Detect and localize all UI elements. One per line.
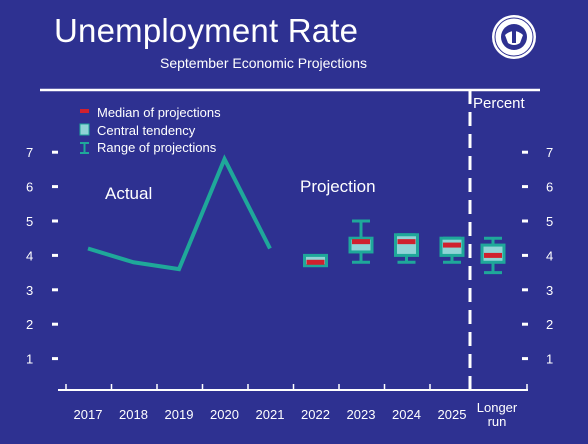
y-axis-left: 1 2 3 4 5 6 7 xyxy=(26,145,58,367)
y-tick-label-right-4: 4 xyxy=(546,248,553,263)
x-tick-label-2017: 2017 xyxy=(74,407,103,422)
y-tick-label-left-6: 6 xyxy=(26,180,33,195)
actual-series xyxy=(87,154,272,272)
legend-central-swatch xyxy=(79,123,90,136)
actual-line xyxy=(87,154,272,272)
x-tick-label-2022: 2022 xyxy=(301,407,330,422)
legend-median-swatch xyxy=(80,109,89,113)
y-axis-right: 1 2 3 4 5 6 7 xyxy=(522,145,553,367)
x-tick-label-2020: 2020 xyxy=(210,407,239,422)
legend-range-swatch xyxy=(80,142,89,154)
x-tick-label-2023: 2023 xyxy=(347,407,376,422)
legend: Median of projections Central tendency R… xyxy=(79,105,221,155)
projection-longer-run xyxy=(480,236,506,275)
y-tick-label-left-5: 5 xyxy=(26,214,33,229)
y-tick-label-right-1: 1 xyxy=(546,352,553,367)
y-tick-label-left-1: 1 xyxy=(26,352,33,367)
median-marker xyxy=(443,242,461,248)
y-tick-label-left-7: 7 xyxy=(26,145,33,160)
federal-reserve-seal-icon xyxy=(492,15,536,59)
x-tick-label-2018: 2018 xyxy=(119,407,148,422)
y-tick-label-right-2: 2 xyxy=(546,317,553,332)
x-tick-label-longer-run: Longer run xyxy=(477,400,518,429)
chart-title: Unemployment Rate xyxy=(54,12,359,49)
percent-label: Percent xyxy=(473,95,526,112)
projection-2023 xyxy=(348,219,374,264)
median-marker xyxy=(484,252,502,258)
legend-median-label: Median of projections xyxy=(97,105,221,120)
x-tick-label-2024: 2024 xyxy=(392,407,421,422)
x-axis-labels: 2017 2018 2019 2020 2021 2022 2023 2024 2025 Long… xyxy=(74,400,518,429)
y-tick-label-right-6: 6 xyxy=(546,180,553,195)
actual-annotation: Actual xyxy=(105,184,152,203)
x-axis-ticks xyxy=(65,384,528,390)
legend-range-label: Range of projections xyxy=(97,140,217,155)
legend-central-label: Central tendency xyxy=(97,123,196,138)
x-tick-label-2025: 2025 xyxy=(438,407,467,422)
projection-2022 xyxy=(303,253,328,268)
central-tendency-box xyxy=(394,233,419,257)
median-marker xyxy=(352,239,370,245)
x-tick-label-2019: 2019 xyxy=(165,407,194,422)
x-tick-label-2021: 2021 xyxy=(256,407,285,422)
chart-subtitle: September Economic Projections xyxy=(160,55,367,71)
y-tick-label-right-5: 5 xyxy=(546,214,553,229)
median-marker xyxy=(306,259,325,265)
median-marker xyxy=(397,239,416,245)
y-tick-label-right-3: 3 xyxy=(546,283,553,298)
projection-annotation: Projection xyxy=(300,177,376,196)
y-tick-label-right-7: 7 xyxy=(546,145,553,160)
projection-2025 xyxy=(439,236,465,264)
projection-2024 xyxy=(394,233,419,264)
y-tick-label-left-4: 4 xyxy=(26,248,33,263)
projection-series xyxy=(303,219,506,275)
y-tick-label-left-3: 3 xyxy=(26,283,33,298)
y-tick-label-left-2: 2 xyxy=(26,317,33,332)
